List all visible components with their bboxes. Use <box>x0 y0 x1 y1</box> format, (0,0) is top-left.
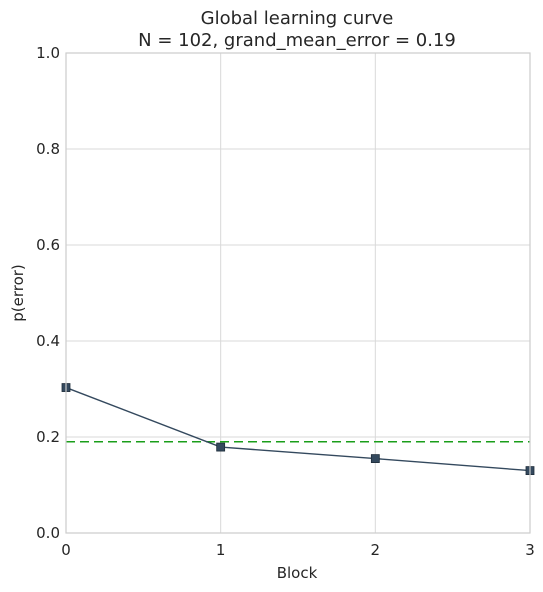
series-line <box>65 386 531 472</box>
y-tick-label: 0.2 <box>36 428 60 446</box>
x-tick-label: 0 <box>61 541 71 559</box>
x-tick-label: 3 <box>525 541 535 559</box>
x-tick-label: 1 <box>216 541 226 559</box>
x-tick-label: 2 <box>371 541 381 559</box>
grid-lines <box>65 52 531 534</box>
y-tick-label: 0.4 <box>36 332 60 350</box>
tick-labels: 0 1 2 3 0.0 0.2 0.4 0.6 0.8 1.0 <box>36 44 535 559</box>
y-tick-label: 1.0 <box>36 44 60 62</box>
y-tick-label: 0.0 <box>36 524 60 542</box>
series-layer <box>61 383 535 476</box>
x-axis-label: Block <box>277 564 318 582</box>
data-point-marker <box>370 454 380 464</box>
data-point-marker <box>216 442 226 452</box>
chart-subtitle: N = 102, grand_mean_error = 0.19 <box>138 30 456 51</box>
chart-title: Global learning curve <box>201 8 394 29</box>
plot-frame <box>65 52 531 534</box>
y-axis-label: p(error) <box>9 264 27 322</box>
y-tick-label: 0.8 <box>36 140 60 158</box>
y-tick-label: 0.6 <box>36 236 60 254</box>
